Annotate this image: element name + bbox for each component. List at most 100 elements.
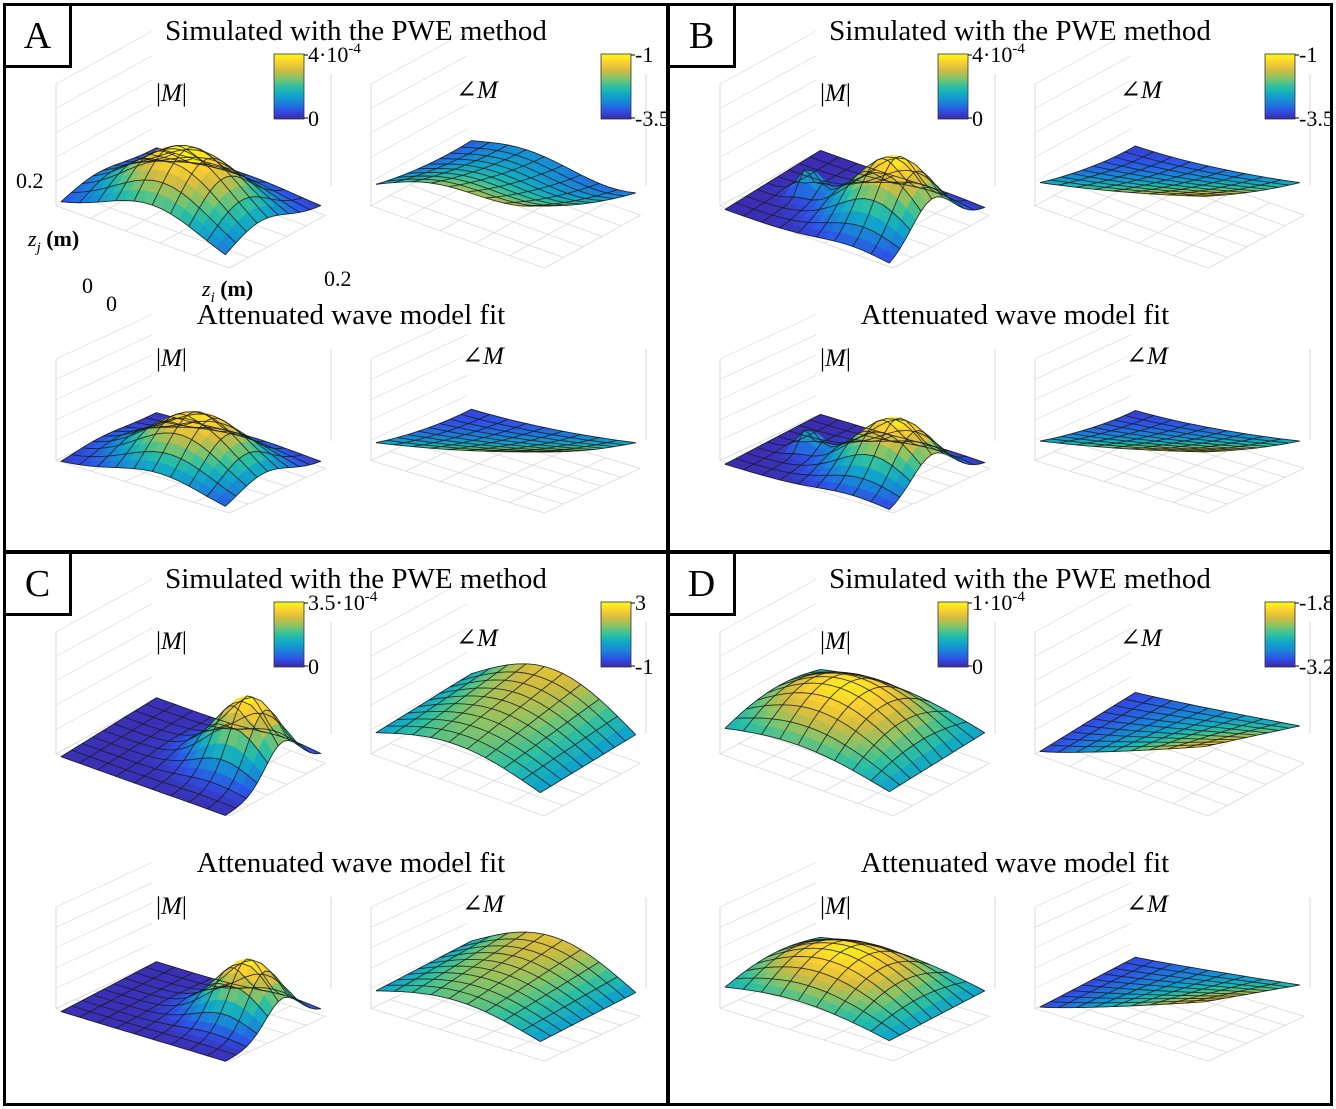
- mesh-line: [724, 668, 821, 729]
- grid-line: [55, 314, 153, 360]
- grid-line: [719, 152, 817, 207]
- panel-d: D Simulated with the PWE method Attenuate…: [667, 551, 1333, 1106]
- mesh-line: [1185, 179, 1282, 197]
- mesh-line: [135, 421, 300, 468]
- mesh-line: [1103, 161, 1268, 190]
- grid-line: [370, 354, 468, 400]
- mesh-line: [206, 451, 303, 497]
- grid-line: [370, 205, 545, 269]
- subplot-title-phase: ∠M: [456, 77, 499, 104]
- grid-line: [1054, 451, 1228, 505]
- mesh-line: [113, 413, 279, 469]
- grid-line: [474, 447, 572, 493]
- mesh-line: [428, 958, 594, 1015]
- grid-line: [544, 468, 641, 514]
- mesh-line: [1135, 145, 1300, 184]
- colorbar: [273, 601, 305, 668]
- mesh-line: [115, 977, 212, 1029]
- mesh-lines: [1039, 410, 1300, 453]
- mesh-line: [448, 156, 545, 188]
- mesh-line: [224, 460, 321, 507]
- mesh-line: [820, 149, 985, 208]
- subplot-title-magnitude: |M|: [156, 628, 187, 655]
- mesh-lines: [60, 144, 321, 256]
- mesh-line: [60, 460, 226, 507]
- grid-line: [509, 457, 607, 503]
- mesh-line: [1185, 438, 1282, 452]
- mesh-line: [1094, 423, 1191, 447]
- colorbar-max-label: -1: [635, 42, 653, 67]
- mesh-line: [450, 945, 615, 1004]
- mesh-line: [888, 196, 985, 264]
- mesh-line: [521, 189, 618, 207]
- grid-line: [55, 603, 153, 657]
- mesh-line: [103, 411, 269, 472]
- mesh-lines: [375, 140, 636, 207]
- grid-line: [370, 314, 468, 360]
- mesh-line: [503, 182, 600, 204]
- mesh-line: [788, 429, 954, 459]
- grid-line: [544, 214, 641, 269]
- mesh-line: [152, 982, 248, 1040]
- colorbar-max-label: 4·10-4: [308, 41, 361, 67]
- grid-line: [55, 862, 153, 908]
- grid-line: [719, 354, 817, 400]
- mesh-lines: [60, 411, 321, 507]
- mesh-line: [97, 972, 194, 1024]
- mesh-line: [1050, 438, 1215, 452]
- mesh-line: [394, 936, 490, 992]
- mesh-line: [428, 695, 594, 761]
- grid-line: [55, 354, 153, 400]
- grid-line: [893, 762, 990, 817]
- subplot-title-magnitude: |M|: [156, 80, 187, 107]
- mesh-line: [407, 172, 573, 206]
- colorbar-max-label: 3: [635, 590, 646, 615]
- subplot-title-phase: ∠M: [1120, 77, 1163, 104]
- mesh-line: [412, 144, 509, 183]
- mesh-line: [485, 174, 582, 199]
- mesh-line: [375, 673, 472, 734]
- mesh-line: [820, 413, 985, 464]
- mesh-line: [1039, 440, 1205, 453]
- mesh-line: [809, 156, 975, 211]
- colorbar-max-label: 3.5·10-4: [308, 589, 378, 615]
- mesh-line: [1135, 410, 1300, 442]
- mesh-line: [870, 721, 967, 782]
- grid-line: [1034, 128, 1132, 182]
- grid-line: [370, 862, 468, 908]
- grid-line: [55, 627, 153, 682]
- mesh-line: [439, 158, 604, 202]
- mesh-line: [820, 668, 985, 734]
- mesh-line: [170, 705, 266, 797]
- mesh-line: [521, 715, 618, 781]
- mesh-line: [92, 736, 258, 784]
- y-tick-label: 0: [82, 273, 93, 298]
- grid-line: [1208, 762, 1305, 817]
- grid-line: [370, 753, 545, 817]
- grid-line: [370, 652, 468, 706]
- row-title-fit: Attenuated wave model fit: [197, 847, 505, 879]
- subplot-title-magnitude: |M|: [820, 345, 851, 372]
- mesh-line: [439, 687, 605, 755]
- mesh-line: [60, 697, 157, 758]
- mesh-line: [1076, 156, 1173, 188]
- mesh-line: [145, 966, 311, 1009]
- grid-line: [370, 627, 468, 682]
- grid-line: [370, 603, 468, 657]
- mesh-line: [540, 442, 636, 453]
- mesh-line: [71, 749, 237, 809]
- panel-label: C: [6, 554, 72, 616]
- axes-box: [370, 314, 647, 514]
- mesh-line: [375, 990, 541, 1042]
- mesh-line: [467, 430, 563, 451]
- mesh-line: [430, 663, 527, 738]
- grid-line: [1034, 578, 1132, 633]
- grid-line: [719, 753, 894, 817]
- mesh-line: [471, 140, 636, 194]
- mesh-line: [450, 679, 615, 748]
- row-title-fit: Attenuated wave model fit: [861, 299, 1169, 331]
- grid-line: [370, 578, 468, 633]
- mesh-line: [152, 723, 248, 790]
- grid-line: [1073, 184, 1247, 248]
- grid-line: [719, 652, 817, 706]
